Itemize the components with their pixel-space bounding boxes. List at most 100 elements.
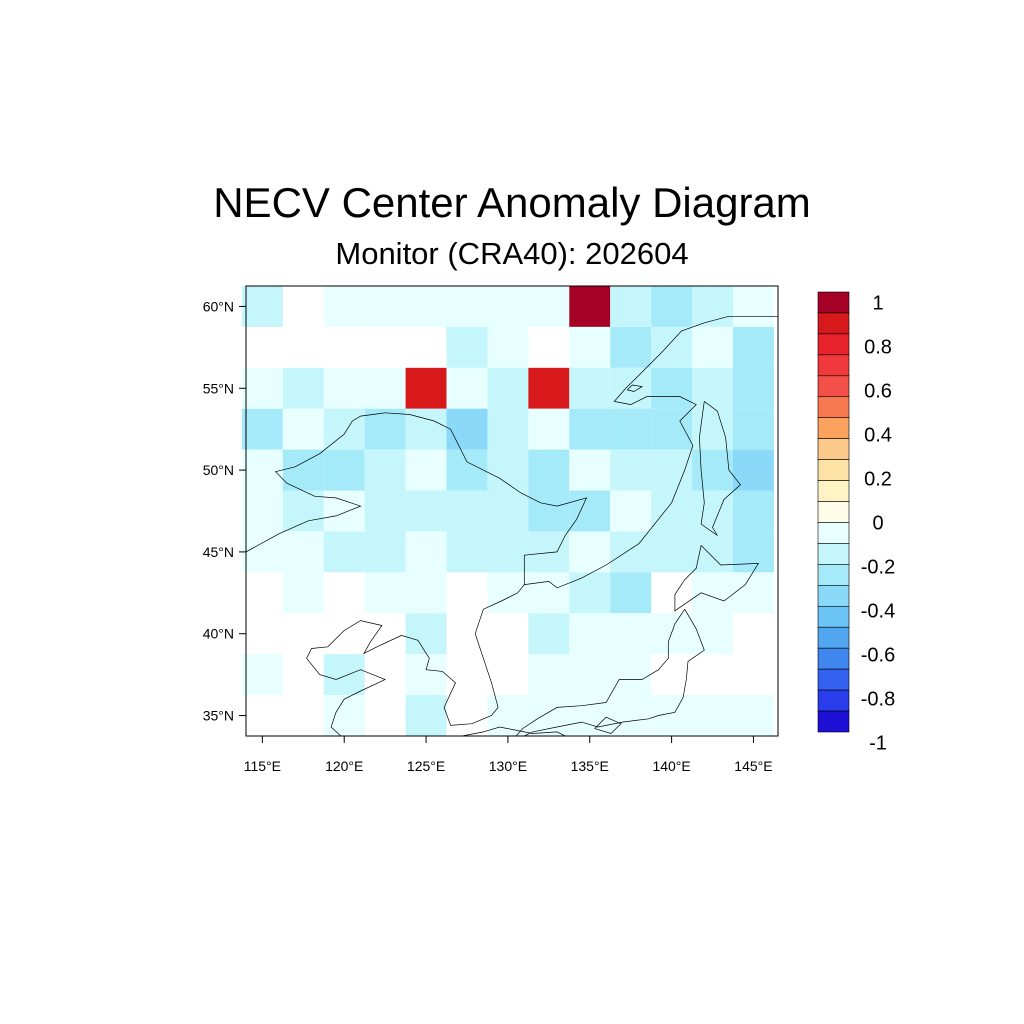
- y-tick-label: 40°N: [203, 626, 234, 642]
- grid-cell: [569, 408, 611, 450]
- colorbar-label: 1: [872, 292, 883, 314]
- grid-cell: [323, 654, 365, 696]
- grid-cell: [282, 531, 324, 573]
- grid-cell: [446, 490, 488, 532]
- grid-cell: [364, 408, 406, 450]
- colorbar-box: [817, 438, 850, 460]
- colorbar-box: [817, 375, 850, 398]
- colorbar-label: -0.4: [861, 600, 895, 622]
- y-tick-label: 50°N: [203, 462, 234, 478]
- grid-cell: [282, 449, 324, 491]
- grid-cell: [651, 490, 693, 532]
- colorbar: 1 0.8 0.6 0.4 0.2 0 -0.2 -0.4 -0.6 -0.8 -1: [817, 291, 895, 754]
- grid-cell: [732, 531, 774, 573]
- grid-cell: [487, 490, 529, 532]
- colorbar-box: [817, 585, 850, 607]
- grid-cell: [323, 490, 365, 532]
- colorbar-label: 0.8: [864, 336, 892, 358]
- coastline-layer: [246, 315, 778, 736]
- grid-cell: [610, 326, 652, 368]
- x-tick-label: 145°E: [734, 758, 772, 774]
- x-tick-label: 115°E: [244, 758, 281, 774]
- grid-cell: [569, 449, 611, 491]
- x-tick-label: 125°E: [407, 758, 445, 774]
- grid-cell: [405, 572, 447, 614]
- grid-cell: [569, 286, 611, 327]
- grid-cell: [364, 449, 406, 491]
- grid-cell: [487, 326, 529, 368]
- grid-cell: [569, 654, 611, 696]
- grid-cell: [692, 449, 733, 491]
- grid-cell: [487, 695, 529, 736]
- grid-cell: [732, 408, 774, 450]
- grid-cell: [487, 408, 529, 450]
- grid-cell: [405, 286, 447, 327]
- grid-cell: [692, 613, 733, 655]
- grid-cell: [528, 531, 570, 573]
- grid-cell: [282, 367, 324, 409]
- grid-cell: [692, 572, 733, 614]
- coastline: [699, 401, 741, 536]
- colorbar-box: [817, 626, 850, 649]
- grid-cell: [732, 490, 774, 532]
- y-tick-label: 45°N: [203, 544, 234, 560]
- grid-cell: [446, 326, 488, 368]
- grid-cell: [610, 654, 652, 696]
- grid-cell: [610, 286, 652, 327]
- grid-cell: [610, 408, 652, 450]
- grid-cell: [610, 613, 652, 655]
- grid-cell: [569, 695, 611, 736]
- y-axis: 60°N 55°N 50°N 45°N 40°N 35°N: [203, 298, 246, 724]
- colorbar-box: [817, 354, 850, 377]
- coastline: [594, 716, 622, 734]
- grid-cell: [446, 367, 488, 409]
- grid-cell: [487, 572, 529, 614]
- colorbar-box: [817, 480, 850, 502]
- colorbar-box: [817, 291, 850, 314]
- grid-cell: [610, 695, 652, 736]
- grid-cell: [732, 449, 774, 491]
- grid-cell: [364, 490, 406, 532]
- grid-cell: [487, 286, 529, 327]
- grid-cell: [446, 408, 488, 450]
- grid-cell: [610, 572, 652, 614]
- grid-cell: [610, 367, 652, 409]
- grid-cell: [528, 572, 570, 614]
- grid-cell: [446, 286, 488, 327]
- grid-cell: [692, 408, 733, 450]
- grid-cell: [569, 367, 611, 409]
- grid-cell: [405, 449, 447, 491]
- map-title: NECV Center Anomaly Diagram: [213, 179, 811, 226]
- colorbar-label: -1: [869, 732, 887, 754]
- grid-cell: [651, 326, 693, 368]
- colorbar-label: 0: [872, 512, 883, 534]
- colorbar-box: [817, 647, 850, 670]
- colorbar-box: [817, 564, 850, 586]
- grid-cell: [528, 449, 570, 491]
- coastline: [626, 384, 644, 392]
- grid-cell: [323, 408, 365, 450]
- grid-cell: [610, 490, 652, 532]
- grid-cell: [692, 367, 733, 409]
- grid-cell: [732, 695, 774, 736]
- coastline: [524, 609, 705, 736]
- colorbar-box: [817, 459, 850, 481]
- grid-cell: [241, 654, 283, 696]
- colorbar-box: [817, 605, 850, 628]
- grid-cell: [405, 654, 447, 696]
- grid-cell: [405, 490, 447, 532]
- grid-cell: [282, 572, 324, 614]
- grid-cell: [405, 531, 447, 573]
- x-tick-label: 135°E: [571, 758, 609, 774]
- grid-cell: [651, 531, 693, 573]
- colorbar-box: [817, 543, 850, 565]
- grid-cell: [323, 449, 365, 491]
- grid-cell: [528, 408, 570, 450]
- colorbar-label: -0.6: [861, 644, 895, 666]
- grid-cell: [241, 408, 283, 450]
- grid-cell: [528, 654, 570, 696]
- grid-cell: [323, 367, 365, 409]
- colorbar-box: [817, 396, 850, 419]
- grid-cell: [405, 367, 447, 409]
